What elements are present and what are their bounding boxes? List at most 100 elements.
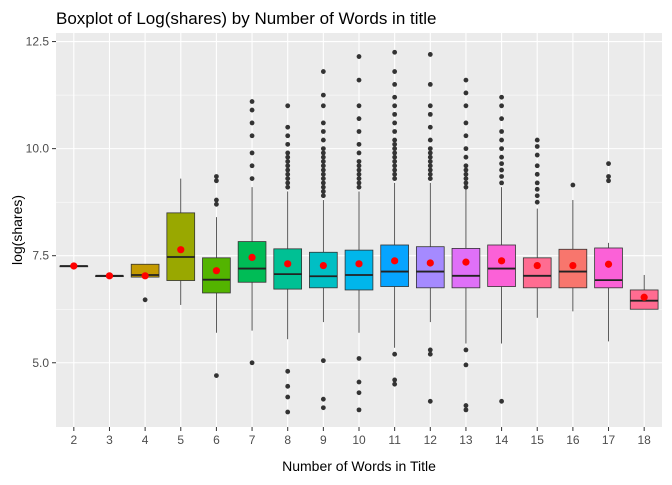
outlier-point: [427, 52, 433, 57]
x-tick-label: 3: [106, 433, 113, 447]
mean-marker: [569, 261, 577, 270]
box-iqr: [273, 248, 303, 290]
outlier-point: [463, 120, 469, 126]
box-iqr: [487, 244, 516, 287]
outlier-point: [463, 77, 469, 83]
outlier-point: [463, 133, 469, 139]
x-tick-label: 11: [388, 433, 401, 447]
outlier-point: [285, 141, 291, 147]
outlier-point: [499, 161, 504, 167]
box-14: [487, 94, 516, 404]
outlier-point: [320, 193, 326, 199]
outlier-point: [534, 186, 540, 192]
outlier-point: [356, 176, 362, 182]
outlier-point: [427, 398, 433, 404]
outlier-point: [249, 120, 255, 126]
box-iqr: [237, 241, 267, 283]
outlier-point: [320, 396, 326, 402]
outlier-point: [534, 171, 540, 177]
outlier-point: [427, 124, 433, 130]
x-tick-label: 9: [320, 433, 327, 447]
box-10: [344, 54, 374, 413]
outlier-point: [320, 120, 326, 126]
box-12: [415, 52, 445, 404]
outlier-point: [214, 178, 219, 184]
outlier-point: [285, 180, 291, 186]
outlier-point: [427, 81, 433, 87]
box-iqr: [451, 248, 481, 289]
outlier-point: [356, 150, 362, 156]
outlier-point: [392, 381, 398, 387]
box-series: [59, 49, 659, 415]
outlier-point: [249, 99, 255, 104]
outlier-point: [392, 176, 398, 182]
outlier-point: [214, 373, 219, 379]
outlier-point: [427, 150, 433, 156]
x-tick-label: 12: [424, 433, 438, 447]
outlier-point: [392, 137, 398, 143]
outlier-point: [392, 146, 398, 152]
outlier-point: [356, 184, 362, 190]
outlier-point: [463, 90, 469, 96]
outlier-point: [320, 137, 326, 143]
box-16: [558, 182, 588, 312]
outlier-point: [463, 407, 469, 413]
outlier-point: [356, 407, 362, 413]
mean-marker: [177, 246, 185, 254]
outlier-point: [320, 69, 326, 74]
outlier-point: [570, 182, 576, 188]
outlier-point: [392, 103, 398, 109]
outlier-point: [320, 146, 326, 152]
box-iqr: [594, 247, 623, 289]
y-tick-label: 12.5: [26, 35, 50, 49]
outlier-point: [427, 167, 433, 173]
mean-marker: [533, 261, 541, 270]
x-tick-label: 7: [249, 433, 256, 447]
outlier-point: [320, 103, 326, 109]
outlier-point: [499, 180, 504, 186]
outlier-point: [356, 163, 362, 169]
box-iqr: [380, 244, 409, 287]
outlier-point: [320, 154, 326, 160]
outlier-point: [463, 176, 469, 182]
mean-marker: [497, 257, 506, 265]
outlier-point: [499, 129, 504, 134]
x-tick-label: 5: [177, 433, 184, 447]
outlier-point: [249, 360, 255, 366]
outlier-point: [320, 189, 326, 194]
outlier-point: [606, 174, 611, 179]
outlier-point: [392, 150, 398, 156]
box-2: [59, 262, 89, 270]
outlier-point: [463, 180, 469, 186]
box-iqr: [309, 251, 338, 289]
mean-marker: [319, 261, 327, 270]
outlier-point: [285, 184, 291, 190]
x-tick-label: 8: [284, 433, 291, 447]
x-tick-label: 6: [213, 433, 220, 447]
outlier-point: [285, 150, 291, 156]
outlier-point: [356, 77, 362, 83]
mean-marker: [426, 259, 434, 267]
x-tick-label: 4: [142, 433, 149, 447]
outlier-point: [427, 159, 433, 164]
outlier-point: [356, 129, 362, 134]
outlier-point: [534, 180, 540, 186]
box-iqr: [344, 249, 374, 291]
outlier-point: [392, 141, 398, 147]
outlier-point: [463, 146, 469, 152]
outlier-point: [392, 111, 398, 117]
box-15: [522, 137, 552, 318]
x-tick-label: 15: [531, 433, 545, 447]
box-7: [237, 99, 267, 366]
x-tick-label: 10: [352, 433, 366, 447]
outlier-point: [356, 167, 362, 173]
outlier-point: [463, 167, 469, 173]
box-11: [380, 49, 409, 387]
outlier-point: [606, 178, 611, 184]
outlier-point: [427, 103, 433, 109]
box-5: [166, 178, 196, 305]
y-axis-label: log(shares): [9, 195, 25, 265]
mean-marker: [355, 260, 363, 268]
outlier-point: [320, 129, 326, 134]
outlier-point: [356, 390, 362, 396]
